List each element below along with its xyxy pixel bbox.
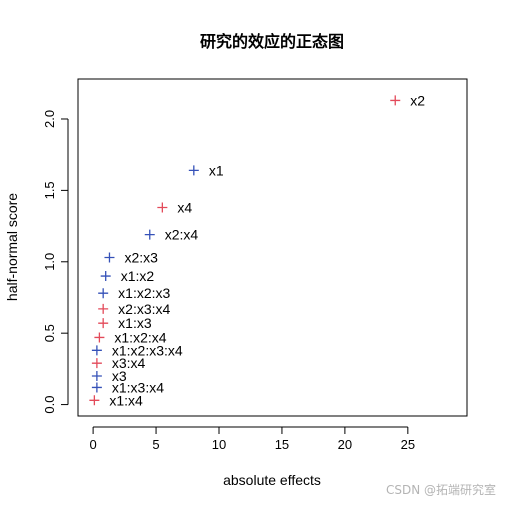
point-label: x1:x2:x3:x4: [112, 342, 183, 358]
point-marker: [94, 332, 105, 343]
point-label: x3:x4: [112, 355, 146, 371]
data-point: x1:x3: [98, 315, 152, 331]
data-point: x1:x2:x3:x4: [91, 342, 183, 358]
x-axis-label: absolute effects: [223, 472, 321, 488]
y-tick-label: 1.0: [42, 253, 57, 271]
data-points: x1:x4x1:x3:x4x3x3:x4x1:x2:x3:x4x1:x2:x4x…: [89, 92, 425, 408]
point-label: x1:x3: [118, 315, 152, 331]
point-label: x1:x2:x4: [114, 329, 166, 345]
x-tick-label: 25: [401, 437, 415, 452]
data-point: x3:x4: [91, 355, 146, 371]
point-label: x2:x4: [165, 227, 199, 243]
point-marker: [188, 165, 199, 176]
x-tick-label: 5: [152, 437, 159, 452]
point-marker: [390, 95, 401, 106]
x-tick-label: 0: [89, 437, 96, 452]
point-label: x1: [209, 162, 224, 178]
point-marker: [91, 371, 102, 382]
point-marker: [91, 382, 102, 393]
data-point: x1:x4: [89, 392, 143, 408]
x-tick-label: 15: [275, 437, 289, 452]
x-tick-label: 10: [212, 437, 226, 452]
x-tick-label: 20: [338, 437, 352, 452]
data-point: x2:x4: [144, 227, 199, 243]
point-marker: [100, 271, 111, 282]
point-label: x1:x2:x3: [118, 285, 170, 301]
point-label: x3: [112, 368, 127, 384]
point-marker: [89, 395, 100, 406]
y-tick-label: 2.0: [42, 110, 57, 128]
y-tick-label: 1.5: [42, 181, 57, 199]
y-tick-label: 0.5: [42, 324, 57, 342]
y-axis: 0.0 0.5 1.0 1.5 2.0: [42, 110, 69, 414]
plot-frame: [77, 78, 468, 417]
data-point: x1:x2:x3: [98, 285, 171, 301]
data-point: x1:x3:x4: [91, 379, 164, 395]
point-marker: [144, 229, 155, 240]
point-marker: [98, 318, 109, 329]
y-axis-label: half-normal score: [4, 193, 20, 301]
point-marker: [91, 358, 102, 369]
point-label: x1:x2: [121, 268, 155, 284]
x-axis: 0 5 10 15 20 25: [89, 426, 415, 452]
data-point: x1:x2: [100, 268, 155, 284]
data-point: x1: [188, 162, 224, 178]
point-marker: [157, 202, 168, 213]
chart-title: 研究的效应的正态图: [200, 32, 344, 51]
watermark: CSDN @拓端研究室: [385, 483, 496, 497]
point-label: x1:x4: [109, 392, 143, 408]
point-label: x2:x3:x4: [118, 301, 170, 317]
y-tick-label: 0.0: [42, 396, 57, 414]
data-point: x2: [390, 92, 425, 108]
data-point: x4: [157, 200, 192, 216]
data-point: x3: [91, 368, 127, 384]
point-marker: [104, 252, 115, 263]
point-marker: [98, 288, 109, 299]
point-marker: [98, 303, 109, 314]
data-point: x2:x3:x4: [98, 301, 171, 317]
point-label: x2:x3: [124, 249, 158, 265]
point-marker: [91, 345, 102, 356]
point-label: x2: [410, 92, 425, 108]
point-label: x4: [177, 200, 192, 216]
data-point: x2:x3: [104, 249, 158, 265]
data-point: x1:x2:x4: [94, 329, 167, 345]
point-label: x1:x3:x4: [112, 379, 164, 395]
